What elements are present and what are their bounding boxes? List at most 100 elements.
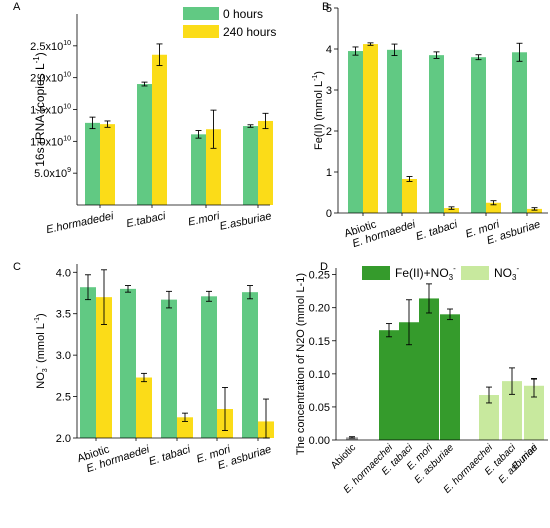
legend-label: 0 hours <box>223 7 263 21</box>
bar <box>471 57 486 214</box>
legend-label-main: NO <box>494 266 512 280</box>
legend-label-main: Fe(II)+NO <box>395 266 449 280</box>
bar <box>201 296 217 438</box>
y-axis-label: Fe(II) (mmol L-1) <box>312 71 325 150</box>
x-tick-label: E. tabaci <box>148 443 193 468</box>
legend-label-sub: 3 <box>449 273 454 282</box>
bar <box>486 202 501 213</box>
x-tick-label: E.asburiae <box>219 210 273 233</box>
y-axis-label-mid: (mmol L <box>35 323 47 366</box>
y-axis-label-main: NO <box>35 372 47 389</box>
bar <box>363 44 378 213</box>
y-tick-mantissa: 2.0x10 <box>30 73 63 85</box>
bar <box>96 297 112 438</box>
y-tick-label: 0.05 <box>309 402 330 414</box>
y-axis-label-end: ) <box>35 313 47 317</box>
y-axis-label-sup: - <box>34 365 41 368</box>
bar <box>479 395 499 440</box>
bar <box>206 129 221 205</box>
panel-letter: D <box>320 261 328 273</box>
bar <box>348 51 363 213</box>
bar <box>136 377 152 438</box>
bar <box>419 298 439 440</box>
y-tick-label: 4 <box>326 44 332 56</box>
y-tick-mantissa: 2.5x10 <box>30 41 63 53</box>
y-axis-label: 16s rRNA (copies L-1) <box>32 52 47 167</box>
bar <box>402 178 417 213</box>
y-tick-label: 4.0 <box>56 267 71 279</box>
y-tick-label: 1.5x1010 <box>30 104 71 117</box>
bar <box>243 126 258 205</box>
x-tick-label: E.hormadedei <box>45 210 115 236</box>
y-axis-label-main: 16s rRNA (copies L <box>33 63 47 167</box>
legend-swatch <box>362 266 390 280</box>
bar <box>152 54 167 205</box>
y-tick-label: 0 <box>326 208 332 220</box>
y-tick-label: 0.10 <box>309 369 330 381</box>
y-tick-label: 2.5 <box>56 392 71 404</box>
y-axis-label-end: ) <box>33 52 47 56</box>
panel-letter: B <box>322 1 329 13</box>
legend: 0 hours 240 hours <box>183 7 276 39</box>
y-tick-mantissa: 1.5x10 <box>30 105 63 117</box>
y-tick-label: 5.0x109 <box>34 167 71 180</box>
legend-label: Fe(II)+NO3- <box>395 264 456 282</box>
legend-label: NO3- <box>494 264 519 282</box>
x-tick-label: E.tabaci <box>125 210 167 230</box>
y-tick-exponent: 10 <box>63 72 71 79</box>
y-tick-label: 2 <box>326 126 332 138</box>
panel-a: A5.0x1091.0x10101.5x10102.0x10102.5x1010… <box>13 1 276 236</box>
y-tick-exponent: 10 <box>63 135 71 142</box>
bar <box>387 49 402 213</box>
bar <box>80 287 96 438</box>
y-tick-exponent: 10 <box>63 40 71 47</box>
y-tick-label: 3.5 <box>56 309 71 321</box>
y-axis-label: NO3- (mmol L-1) <box>34 313 49 388</box>
y-tick-label: 5 <box>326 3 332 15</box>
y-tick-mantissa: 1.0x10 <box>30 136 63 148</box>
y-tick-label: 3 <box>326 85 332 97</box>
bar <box>444 208 459 213</box>
bar <box>258 120 273 205</box>
y-tick-exponent: 9 <box>67 167 71 174</box>
bar <box>242 292 258 438</box>
bar <box>100 124 115 205</box>
bar <box>177 417 193 438</box>
legend-label-sub: 3 <box>512 273 517 282</box>
bar <box>512 52 527 213</box>
y-tick-mantissa: 5.0x10 <box>34 168 67 180</box>
bar <box>399 322 419 440</box>
bar <box>379 330 399 440</box>
y-tick-label: 2.5x1010 <box>30 40 71 53</box>
legend-label-sup: - <box>453 264 456 273</box>
y-axis-label-sup: -1 <box>312 75 319 81</box>
y-tick-label: 1.0x1010 <box>30 135 71 148</box>
y-tick-label: 0.15 <box>309 336 330 348</box>
legend-swatch <box>183 25 219 38</box>
bar <box>527 208 542 213</box>
y-axis-label-main: Fe(II) (mmol L <box>313 81 325 150</box>
y-axis-label: The concentration of N2O (mmol L-1) <box>295 273 307 455</box>
x-tick-label: Abiotic <box>329 442 358 471</box>
y-tick-label: 2.0 <box>56 433 71 445</box>
x-tick-label: E. tabaci <box>415 218 460 243</box>
legend-swatch <box>183 7 219 20</box>
y-tick-label: 0.20 <box>309 303 330 315</box>
y-axis-label-sup: -1 <box>32 56 41 64</box>
y-tick-label: 0.25 <box>309 270 330 282</box>
bar <box>440 314 460 440</box>
bar <box>161 299 177 438</box>
legend-label-sup: - <box>516 264 519 273</box>
y-tick-label: 2.0x1010 <box>30 72 71 85</box>
legend-swatch <box>461 266 489 280</box>
bar <box>191 134 206 205</box>
bar <box>429 55 444 214</box>
y-tick-label: 0.00 <box>309 435 330 447</box>
bar <box>137 84 152 205</box>
panel-letter: C <box>13 261 21 273</box>
legend-label: 240 hours <box>223 25 276 39</box>
legend: Fe(II)+NO3- NO3- <box>362 264 519 282</box>
